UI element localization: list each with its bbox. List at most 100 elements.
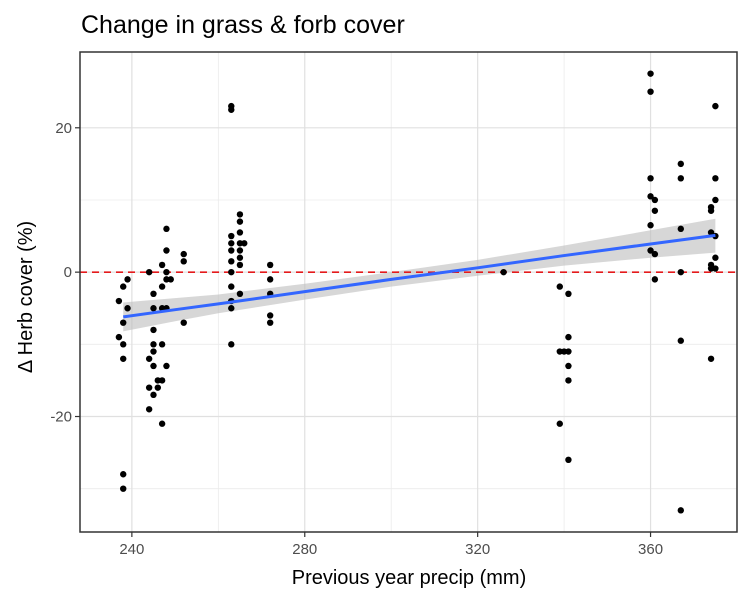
data-point [707, 355, 715, 362]
data-point [647, 70, 654, 77]
data-point [158, 341, 166, 348]
data-point [180, 250, 187, 258]
data-point [236, 290, 244, 298]
data-point [145, 355, 153, 362]
data-point [115, 333, 123, 341]
data-point [228, 258, 235, 265]
data-point [651, 207, 659, 214]
data-point [236, 229, 244, 236]
data-point [677, 160, 685, 168]
data-point [677, 337, 685, 344]
data-point [677, 225, 685, 233]
data-point [120, 319, 127, 326]
x-tick-label: 360 [638, 541, 663, 558]
y-tick-label: -20 [50, 409, 72, 426]
data-point [565, 362, 572, 370]
y-tick-label: 20 [55, 120, 72, 137]
y-tick-label: 0 [64, 264, 72, 281]
panel-border [79, 51, 738, 533]
data-point [712, 254, 719, 261]
data-point [647, 193, 654, 200]
data-point [565, 333, 572, 341]
y-axis-title: Δ Herb cover (%) [15, 221, 37, 373]
data-point [565, 290, 572, 298]
data-point [228, 283, 235, 290]
data-point [158, 377, 166, 384]
fit-line-layer [123, 233, 716, 319]
fit-line [123, 233, 716, 319]
data-point [712, 102, 719, 110]
data-point [150, 348, 157, 355]
data-point [651, 276, 659, 283]
data-point [145, 384, 153, 391]
x-tick-label: 240 [119, 541, 144, 558]
data-point [236, 254, 244, 261]
data-point [120, 283, 127, 290]
data-point [500, 268, 507, 276]
data-point [647, 175, 654, 182]
data-point [163, 225, 170, 233]
x-axis: 240 280 320 360 [119, 532, 663, 558]
data-point [712, 196, 719, 204]
data-point [228, 106, 235, 113]
points-layer [115, 70, 719, 514]
data-point [228, 341, 235, 348]
data-point [677, 268, 685, 276]
data-point [120, 485, 127, 492]
data-point [712, 175, 719, 182]
data-point [707, 229, 715, 236]
data-point [163, 247, 170, 254]
data-point [120, 355, 127, 362]
data-point [651, 250, 659, 258]
data-point [154, 384, 162, 391]
data-point [228, 268, 235, 276]
x-axis-title: Previous year precip (mm) [292, 567, 527, 589]
data-point [565, 456, 572, 464]
data-point [167, 276, 174, 283]
data-point [228, 247, 235, 254]
data-point [120, 341, 127, 348]
data-point [647, 88, 654, 95]
data-point [150, 362, 157, 370]
data-point [228, 305, 235, 312]
data-point [565, 377, 572, 384]
data-point [124, 276, 131, 283]
data-point [163, 362, 170, 370]
data-point [115, 297, 123, 305]
data-point [565, 348, 572, 355]
data-point [124, 305, 131, 312]
data-point [556, 283, 563, 290]
data-point [712, 265, 719, 272]
data-point [647, 222, 654, 229]
data-point [707, 207, 715, 214]
data-point [266, 319, 274, 326]
data-point [150, 391, 157, 399]
grid [80, 52, 737, 532]
data-point [150, 326, 157, 334]
data-point [150, 290, 157, 298]
data-point [120, 471, 127, 478]
data-point [145, 406, 153, 413]
data-point [228, 232, 235, 240]
data-point [163, 268, 170, 276]
data-point [158, 420, 166, 427]
data-point [180, 258, 187, 265]
data-point [647, 247, 654, 254]
data-point [158, 261, 166, 269]
data-point [677, 175, 685, 182]
data-point [158, 283, 166, 290]
x-tick-label: 320 [465, 541, 490, 558]
x-tick-label: 280 [292, 541, 317, 558]
data-point [145, 268, 153, 276]
data-point [556, 420, 563, 427]
y-axis: -20 0 20 [50, 120, 80, 426]
data-point [236, 218, 244, 225]
data-point [677, 507, 685, 514]
data-point [266, 276, 274, 283]
data-point [266, 261, 274, 269]
data-point [150, 305, 157, 312]
data-point [228, 240, 235, 247]
data-point [236, 261, 244, 269]
chart-title: Change in grass & forb cover [81, 11, 405, 39]
